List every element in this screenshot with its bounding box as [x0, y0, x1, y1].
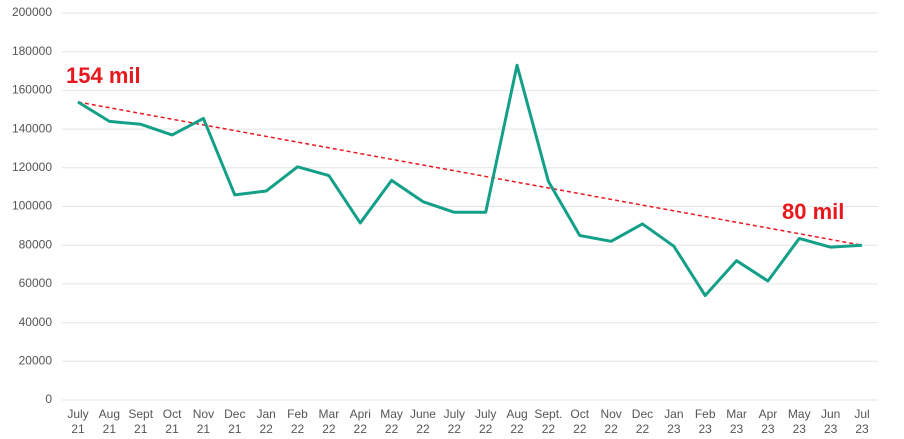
x-tick-label: May 22 [380, 407, 403, 436]
x-tick-label: Mar 22 [318, 407, 340, 436]
x-tick-label: July 22 [443, 407, 465, 436]
y-tick-label: 140000 [12, 121, 52, 135]
x-tick-label: Jul 23 [854, 407, 870, 436]
x-tick-label: July 22 [475, 407, 497, 436]
y-tick-label: 80000 [19, 237, 53, 251]
x-tick-label: Oct 21 [162, 407, 182, 436]
y-tick-label: 180000 [12, 44, 52, 58]
y-tick-label: 40000 [19, 315, 53, 329]
annotation: 154 mil [66, 63, 141, 88]
y-tick-label: 100000 [12, 199, 52, 213]
x-tick-label: Sept 21 [128, 407, 154, 436]
line [77, 63, 863, 298]
y-tick-label: 0 [45, 392, 52, 406]
y-tick-label: 120000 [12, 160, 52, 174]
x-tick-label: Apr 23 [758, 407, 778, 436]
x-tick-label: Jun 23 [820, 407, 841, 436]
x-tick-label: Nov 22 [600, 407, 622, 436]
annotation: 80 mil [782, 199, 844, 224]
y-tick-label: 160000 [12, 83, 52, 97]
x-tick-label: Nov 21 [192, 407, 215, 436]
x-tick-label: Feb 23 [694, 407, 716, 436]
x-tick-label: Aug 21 [98, 407, 121, 436]
y-tick-label: 20000 [19, 353, 53, 367]
x-tick-label: Dec 22 [631, 407, 654, 436]
x-tick-label: Dec 21 [224, 407, 246, 436]
y-tick-label: 200000 [12, 5, 52, 19]
x-tick-label: July 21 [67, 407, 89, 436]
x-tick-label: Jan 22 [256, 407, 276, 436]
x-tick-label: Mar 23 [726, 407, 747, 436]
x-tick-label: May 23 [787, 407, 811, 436]
x-tick-label: June 22 [409, 407, 436, 436]
x-tick-label: Sept. 22 [534, 407, 563, 436]
x-tick-label: Jan 23 [664, 407, 684, 436]
x-tick-label: Apri 22 [349, 407, 371, 436]
x-tick-label: Oct 22 [570, 407, 590, 436]
x-tick-label: Feb 22 [287, 407, 308, 436]
y-tick-label: 60000 [19, 276, 53, 290]
x-tick-label: Aug 22 [506, 407, 528, 436]
